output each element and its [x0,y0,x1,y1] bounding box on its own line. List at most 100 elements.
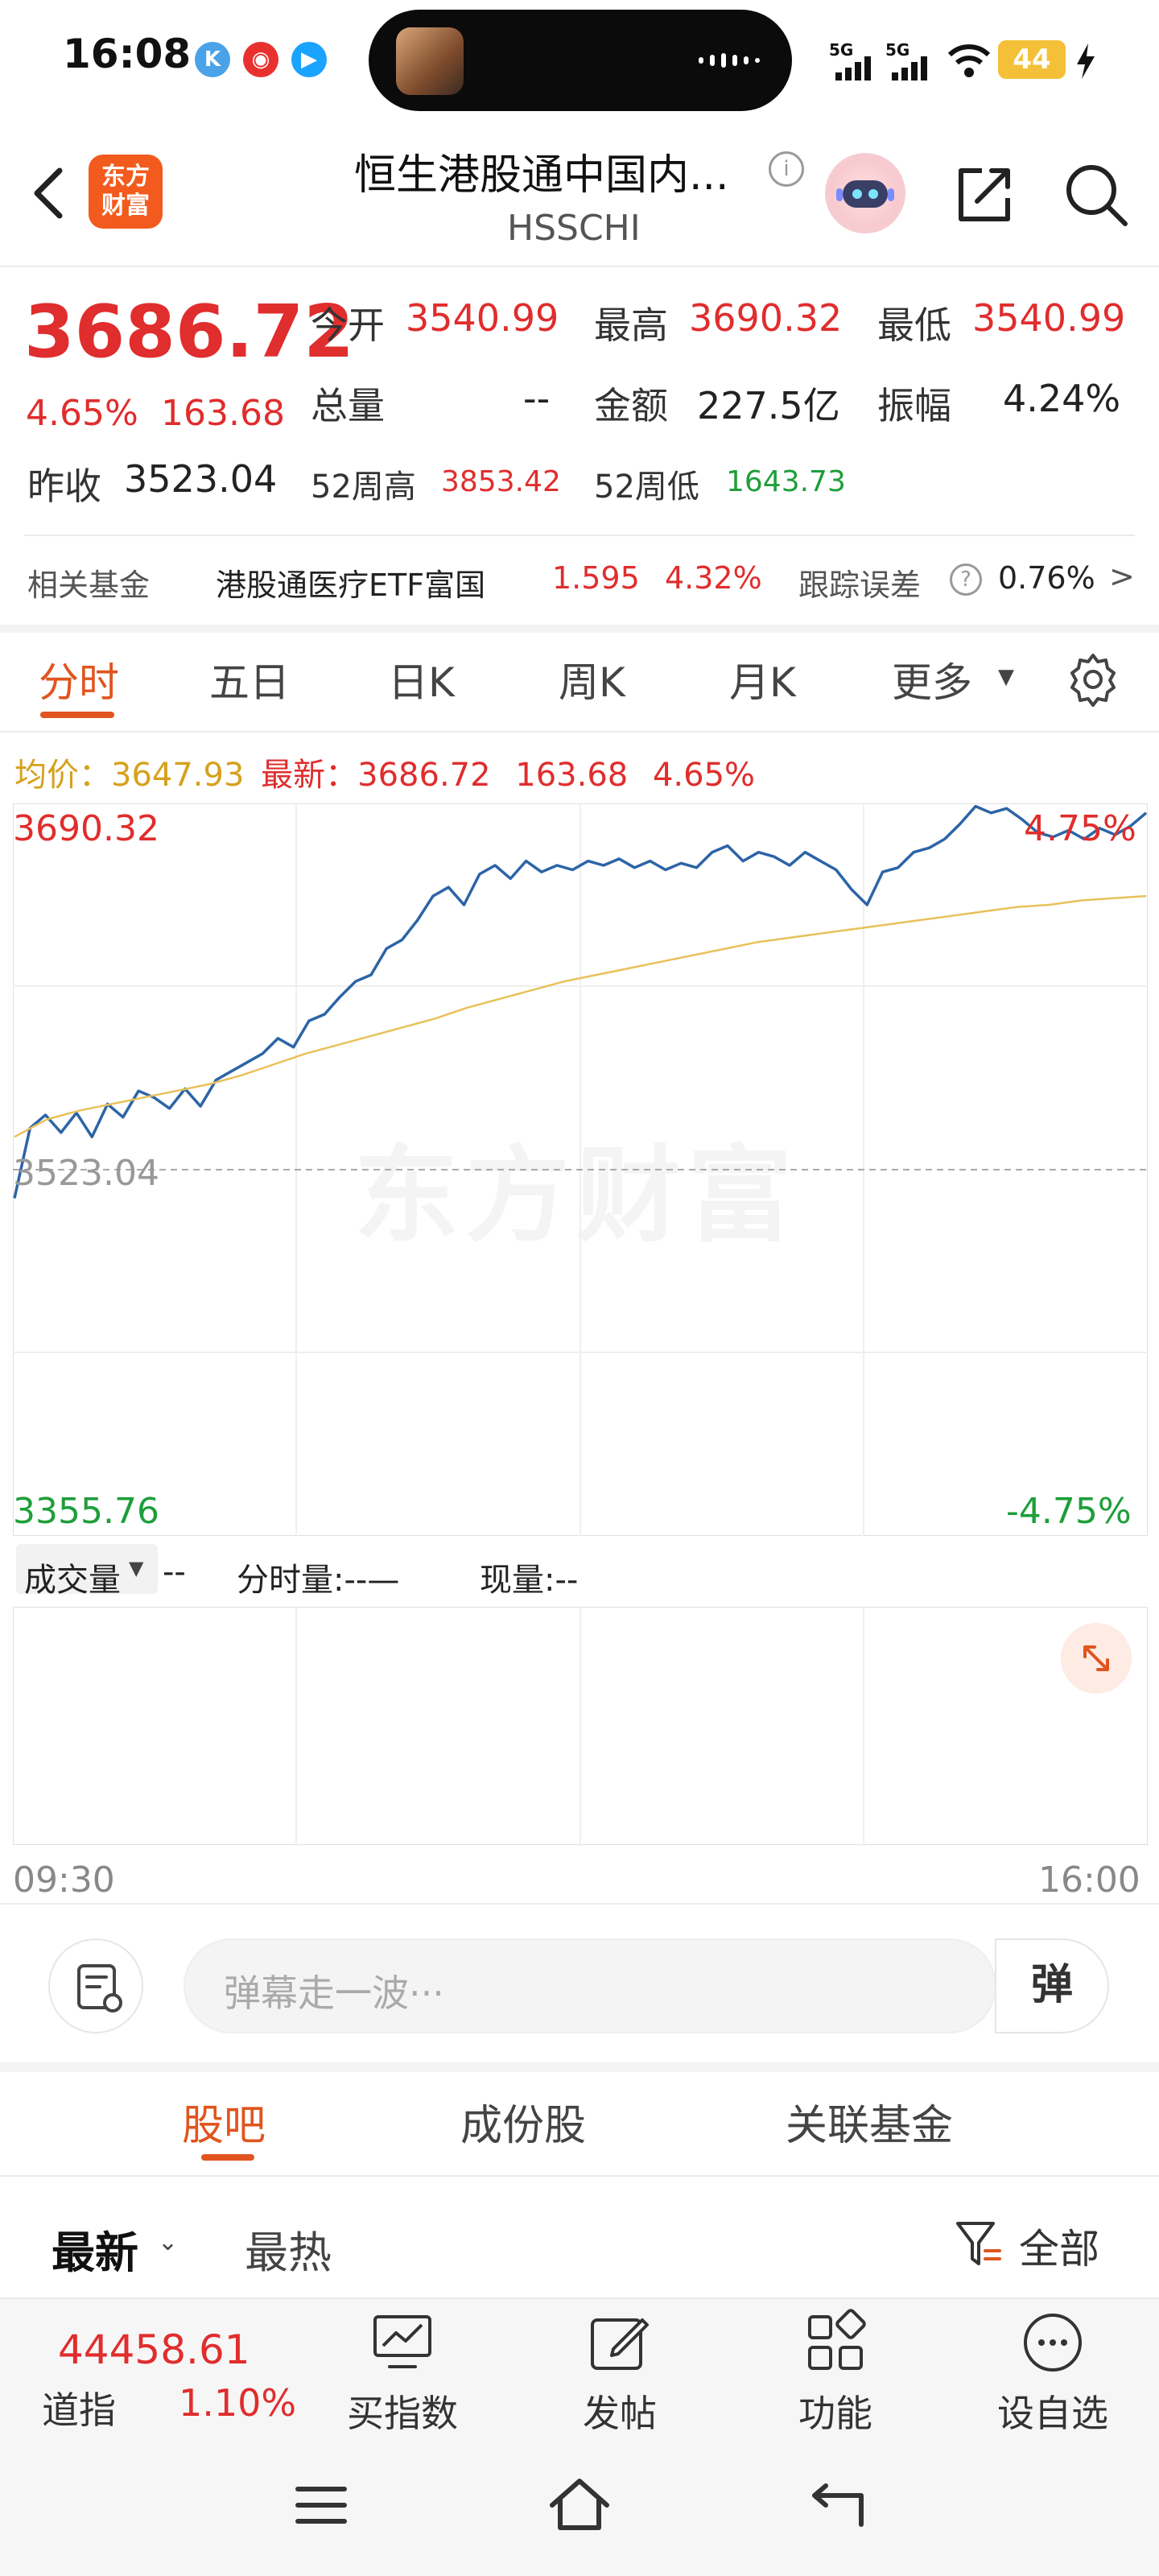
chart-mid-price: 3523.04 [13,1153,159,1194]
volume-chart[interactable] [13,1607,1148,1845]
chart-bottom-price: 3355.76 [13,1491,159,1532]
chart-bottom-divider [0,1903,1159,1905]
tab-related-funds[interactable]: 关联基金 [786,2102,954,2150]
section-separator [0,625,1159,633]
buy-index-icon[interactable] [369,2309,436,2376]
edit-post-icon[interactable] [586,2309,654,2376]
tracking-error-label: 跟踪误差 [798,568,922,603]
help-icon[interactable]: ? [950,564,982,596]
chart-top-pct: 4.75% [1024,808,1136,849]
volume-value: -- [523,377,551,420]
tab-more[interactable]: 更多 [892,659,972,706]
signal-bars-icon [835,56,871,80]
tab-five-day[interactable]: 五日 [209,659,290,706]
weibo-icon: ◉ [243,42,278,77]
dow-jones-label[interactable]: 道指 [42,2388,116,2432]
tab-daily-k[interactable]: 日K [388,659,455,706]
ai-assistant-icon[interactable] [825,153,905,233]
avg-price-label: 均价： [14,757,111,794]
active-tab-indicator [40,712,114,718]
chart-top-price: 3690.32 [13,808,159,849]
back-button[interactable] [21,161,77,225]
tab-minute[interactable]: 分时 [39,659,119,706]
volume-label: 总量 [311,384,385,427]
high52-label: 52周高 [311,469,416,506]
change-amount: 163.68 [161,393,285,434]
nav-buy-index[interactable]: 买指数 [347,2392,458,2435]
open-label: 今开 [311,303,385,347]
battery-indicator: 44 [998,40,1066,79]
eastmoney-logo: 东方 财富 [89,155,163,229]
chevron-down-icon: ⌄ [158,2228,179,2256]
tab-guba[interactable]: 股吧 [182,2102,266,2150]
volume-selector[interactable] [16,1544,158,1594]
avg-price-value: 3647.93 [111,757,245,794]
filter-all[interactable]: 全部 [1019,2226,1099,2273]
signal-label-1: 5G [829,40,854,60]
tab-monthly-k[interactable]: 月K [729,659,796,706]
volume-value: -- [163,1554,186,1591]
amplitude-value: 4.24% [1003,377,1121,420]
bottom-nav [0,2297,1159,2441]
info-icon[interactable]: i [769,151,804,187]
dow-jones-value[interactable]: 44458.61 [58,2326,250,2373]
related-fund-name[interactable]: 港股通医疗ETF富国 [216,568,486,603]
chart-bottom-pct: -4.75% [1006,1491,1132,1532]
notes-settings-icon[interactable] [48,1938,143,2033]
stock-name: 恒生港股通中国内... [354,151,729,200]
active-tab-indicator [201,2154,254,2161]
related-fund-price: 1.595 [552,560,640,596]
chart-info-line: 均价：3647.93 最新：3686.72 163.68 4.65% [14,749,755,795]
amount-label: 金额 [594,384,668,427]
caret-down-icon: ▼ [129,1557,144,1579]
share-icon[interactable] [950,161,1017,229]
signal-bars-icon-2 [892,56,927,80]
logo-line-1: 东方 [101,163,150,191]
intraday-chart[interactable] [13,803,1148,1536]
search-icon[interactable] [1059,158,1132,230]
apps-grid-icon[interactable] [802,2309,869,2376]
menu-icon[interactable] [295,2481,348,2529]
time-start-label: 09:30 [13,1860,115,1901]
video-app-icon: ▶ [291,42,327,77]
dow-jones-pct[interactable]: 1.10% [179,2381,297,2425]
community-tab-divider [0,2175,1159,2177]
tab-weekly-k[interactable]: 周K [559,659,625,706]
low52-label: 52周低 [594,469,699,506]
expand-icon[interactable] [1061,1623,1132,1694]
chevron-right-icon[interactable]: > [1109,559,1135,594]
low-label: 最低 [877,303,951,347]
sort-latest[interactable]: 最新 [52,2227,138,2278]
latest-price-value: 3686.72 [357,757,491,794]
tab-divider [0,731,1159,733]
low-value: 3540.99 [972,296,1126,340]
latest-price-label: 最新： [261,757,358,794]
amplitude-label: 振幅 [877,384,951,427]
sort-hot[interactable]: 最热 [245,2227,332,2278]
high52-value: 3853.42 [441,465,561,498]
quote-divider [24,535,1135,536]
danmaku-toggle-button[interactable]: 弹 [995,1938,1109,2033]
gear-icon[interactable] [1064,650,1122,708]
price-series-line [13,804,1148,1199]
related-fund-pct: 4.32% [665,560,762,596]
app-notification-icon-k: K [195,42,230,77]
prev-close-value: 3523.04 [124,457,278,501]
filter-icon[interactable] [955,2219,1003,2270]
nav-add-watchlist[interactable]: 设自选 [997,2392,1108,2435]
back-nav-icon[interactable] [808,2478,866,2529]
logo-line-2: 财富 [101,192,150,220]
tab-constituents[interactable]: 成份股 [460,2102,587,2150]
header-divider [0,266,1159,267]
danmaku-placeholder[interactable]: 弹幕走一波··· [224,1971,444,2015]
volume-selector-label[interactable]: 成交量 [24,1562,121,1599]
time-end-label: 16:00 [1038,1860,1140,1901]
more-circle-icon[interactable] [1019,2309,1087,2376]
charging-icon [1077,43,1095,79]
home-icon[interactable] [547,2475,612,2533]
audio-wave-icon [699,53,760,68]
danmaku-input[interactable] [184,1938,996,2033]
nav-functions[interactable]: 功能 [798,2392,872,2435]
nav-post[interactable]: 发帖 [583,2392,657,2435]
